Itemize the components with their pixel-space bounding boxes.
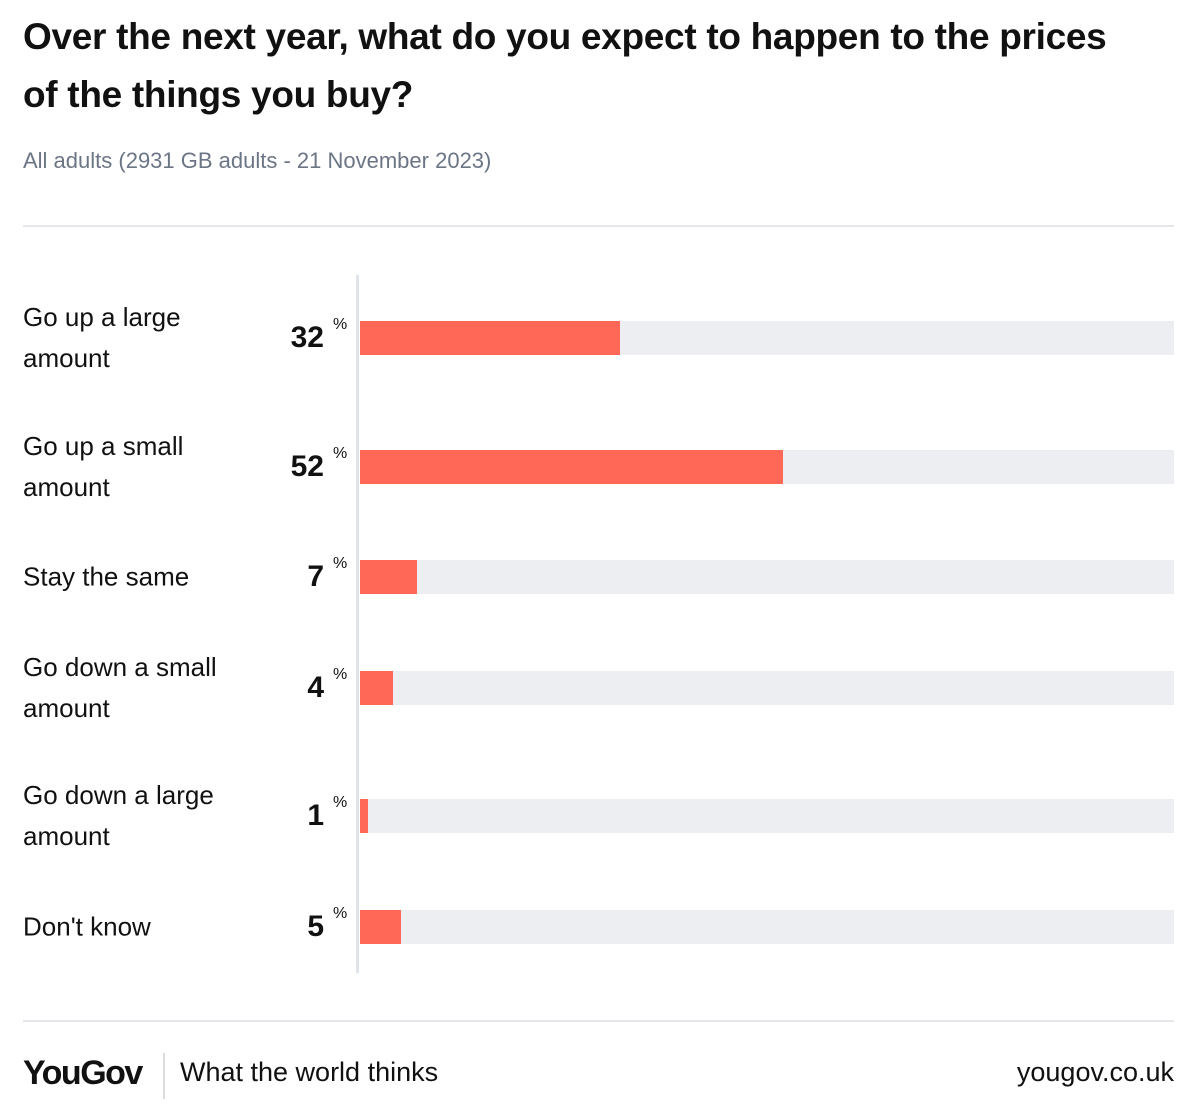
chart-title: Over the next year, what do you expect t…: [23, 16, 1107, 115]
yougov-logo: YouGov: [23, 1054, 143, 1092]
bar: [360, 799, 369, 833]
bar: [360, 910, 401, 944]
category-label: Go up a large amount: [23, 302, 181, 373]
bar-row: Stay the same 7 %: [0, 527, 1200, 627]
bar-row: Go up a small amount 52 %: [0, 417, 1200, 517]
bar-track: [360, 450, 1174, 484]
category-label: Go down a small amount: [23, 652, 217, 723]
percent-sign: %: [333, 316, 348, 333]
bar-track: [360, 910, 1174, 944]
category-label: Go up a small amount: [23, 431, 184, 502]
bar-track: [360, 321, 1174, 355]
bar-row: Go up a large amount 32 %: [0, 288, 1200, 388]
percent-sign: %: [333, 666, 348, 683]
y-axis-line: [356, 275, 359, 973]
percent-sign: %: [333, 555, 348, 572]
bar-track: [360, 799, 1174, 833]
bar: [360, 321, 621, 355]
chart-subtitle: All adults (2931 GB adults - 21 November…: [23, 148, 492, 173]
bottom-divider: [23, 1020, 1174, 1022]
footer-url[interactable]: yougov.co.uk: [1016, 1057, 1174, 1087]
data-label: 5: [307, 910, 324, 943]
percent-sign: %: [333, 445, 348, 462]
category-label: Don't know: [23, 911, 151, 942]
percent-sign: %: [333, 794, 348, 811]
data-label: 4: [307, 671, 324, 704]
bar-row: Go down a large amount 1 %: [0, 766, 1200, 866]
data-label: 32: [290, 321, 324, 354]
data-label: 1: [307, 799, 324, 832]
top-divider: [23, 225, 1174, 227]
bar: [360, 560, 417, 594]
bar-track: [360, 560, 1174, 594]
bar-row: Don't know 5 %: [0, 877, 1200, 977]
bar-row: Go down a small amount 4 %: [0, 638, 1200, 738]
bar-track: [360, 671, 1174, 705]
category-label: Go down a large amount: [23, 780, 214, 851]
data-label: 7: [307, 560, 324, 593]
bar: [360, 671, 393, 705]
data-label: 52: [290, 450, 324, 483]
footer-separator: [163, 1053, 165, 1099]
footer-tagline: What the world thinks: [180, 1057, 439, 1087]
category-label: Stay the same: [23, 561, 190, 592]
bar: [360, 450, 784, 484]
percent-sign: %: [333, 905, 348, 922]
